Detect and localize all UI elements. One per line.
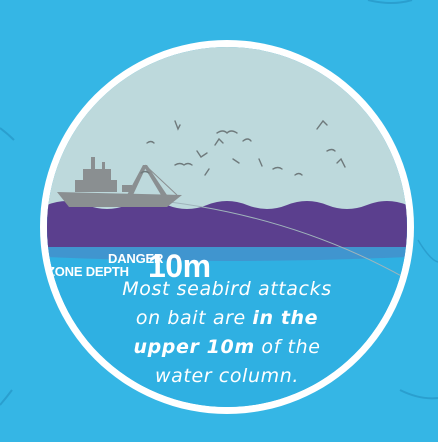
- message-line3-bold: upper 10m: [133, 336, 255, 358]
- message-line2-bold: in the: [252, 307, 319, 329]
- message-line4: water column.: [155, 365, 299, 387]
- ocean-scene: [47, 47, 407, 407]
- message-line2: on bait are in the: [67, 304, 387, 333]
- message-line2-start: on bait are: [135, 307, 253, 329]
- seabird-message: Most seabird attacks on bait are in the …: [67, 275, 387, 391]
- message-line3: upper 10m of the: [67, 333, 387, 362]
- info-badge-scene: DANGER ZONE DEPTH 10m Most seabird attac…: [47, 47, 407, 407]
- message-line1: Most seabird attacks: [122, 278, 332, 300]
- danger-label-line2: ZONE DEPTH: [47, 264, 129, 279]
- danger-depth-value: 10m: [148, 248, 211, 284]
- danger-zone-band: [47, 201, 407, 247]
- danger-label-line1: DANGER: [108, 251, 164, 266]
- seabird-icon: [140, 119, 346, 176]
- danger-zone-label: DANGER ZONE DEPTH 10m: [47, 248, 267, 292]
- fishing-line: [141, 198, 407, 280]
- message-line3-end: of the: [254, 336, 321, 358]
